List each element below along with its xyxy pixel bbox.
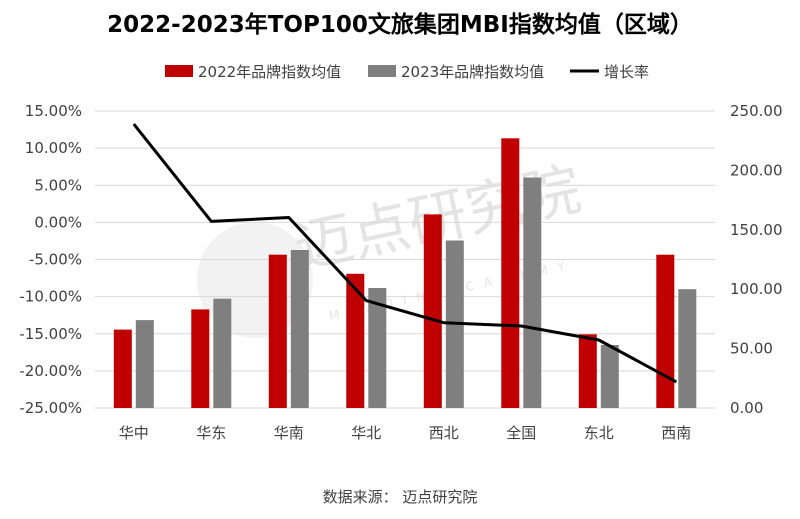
right-tick-label: 50.00 [730,340,773,358]
legend-label-2023: 2023年品牌指数均值 [401,63,544,81]
left-tick-label: -10.00% [19,288,82,306]
left-tick-label: 10.00% [25,139,82,157]
bar-2022 [423,214,442,408]
bar-2023 [600,345,619,408]
category-label: 全国 [506,424,536,442]
right-tick-label: 250.00 [730,102,783,120]
bar-2022 [578,334,597,408]
chart-title: 2022-2023年TOP100文旅集团MBI指数均值（区域） [107,11,693,38]
bar-2023 [290,250,309,408]
left-tick-label: -20.00% [19,362,82,380]
bar-2023 [678,289,697,408]
growth-line-path [132,123,678,384]
category-label: 东北 [584,424,614,442]
left-axis-ticks: 15.00% 10.00% 5.00% 0.00% -5.00% -10.00% -15.0… [19,102,82,417]
bar-2022 [268,254,287,408]
bar-2022 [656,254,675,408]
category-label: 华南 [274,424,304,442]
category-label: 华北 [351,424,381,442]
left-tick-label: 15.00% [25,102,82,120]
bar-2022 [113,329,132,408]
right-tick-label: 200.00 [730,161,783,179]
left-tick-label: -15.00% [19,325,82,343]
category-label: 西北 [429,424,459,442]
bar-2022 [191,309,210,408]
legend: 2022年品牌指数均值 2023年品牌指数均值 增长率 [165,63,649,81]
right-axis-ticks: 250.00 200.00 150.00 100.00 50.00 0.00 [730,102,783,417]
gridlines [95,110,715,409]
left-tick-label: -25.00% [19,399,82,417]
bar-2023 [213,298,232,408]
bar-2023 [368,288,387,408]
category-label: 华中 [119,424,149,442]
left-tick-label: -5.00% [29,251,82,269]
category-label: 西南 [661,424,691,442]
bar-2022 [501,138,520,409]
legend-swatch-2022 [165,65,193,77]
growth-line [132,123,678,384]
left-tick-label: 0.00% [34,213,82,231]
legend-swatch-2023 [368,65,396,77]
category-label: 华东 [196,424,226,442]
bar-2022 [346,273,365,408]
left-tick-label: 5.00% [34,176,82,194]
right-tick-label: 150.00 [730,221,783,239]
source-note: 数据来源： 迈点研究院 [323,488,478,506]
right-tick-label: 0.00 [730,399,763,417]
right-tick-label: 100.00 [730,280,783,298]
legend-label-2022: 2022年品牌指数均值 [198,63,341,81]
bars [113,138,697,409]
bar-2023 [135,320,154,408]
legend-label-growth: 增长率 [604,63,649,81]
bar-2023 [523,177,542,408]
category-labels: 华中 华东 华南 华北 西北 全国 东北 西南 [119,424,692,442]
